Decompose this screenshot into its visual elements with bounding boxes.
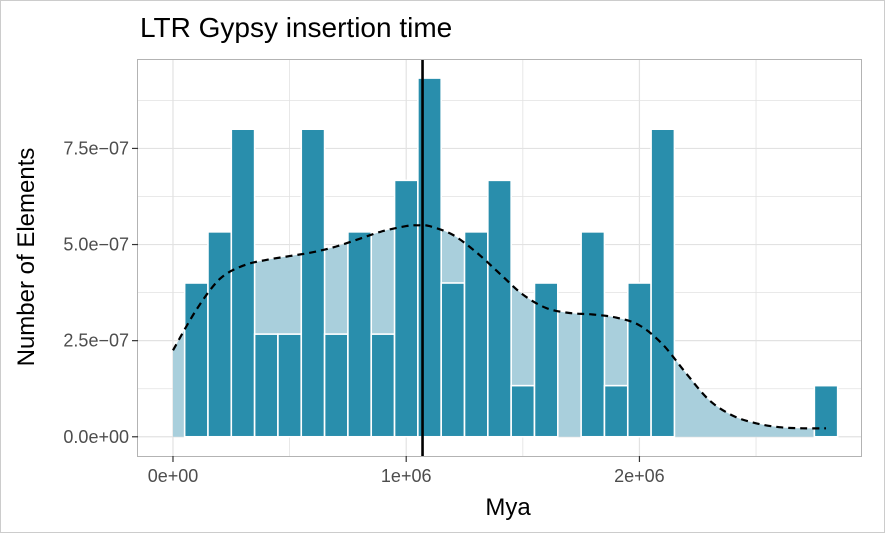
histogram-bar: [580, 231, 606, 438]
x-tick-label: 0e+00: [148, 466, 199, 486]
chart-title: LTR Gypsy insertion time: [140, 12, 452, 43]
histogram-bar: [347, 231, 373, 438]
y-axis-title: Number of Elements: [13, 148, 40, 367]
x-tick-label: 1e+06: [381, 466, 432, 486]
y-tick-label: 7.5e−07: [63, 138, 129, 158]
y-tick-label: 5.0e−07: [63, 235, 129, 255]
histogram-bar: [253, 333, 279, 438]
histogram-bars: [183, 77, 839, 438]
histogram-bar: [183, 282, 209, 438]
histogram-bar: [650, 128, 676, 438]
histogram-bar: [510, 384, 536, 438]
y-tick-label: 2.5e−07: [63, 331, 129, 351]
histogram-bar: [207, 231, 233, 438]
y-tick-label: 0.0e+00: [63, 427, 129, 447]
histogram-bar: [533, 282, 559, 438]
density-line: [172, 224, 827, 430]
x-tick-label: 2e+06: [614, 466, 665, 486]
histogram-bar: [813, 384, 839, 438]
histogram-bar: [370, 333, 396, 438]
panel-border: [137, 59, 862, 457]
histogram-bar: [626, 282, 652, 438]
histogram-bar: [487, 179, 512, 438]
histogram-bar: [277, 333, 303, 438]
x-axis-title: Mya: [485, 494, 531, 521]
histogram-bar: [440, 282, 466, 438]
histogram-bar: [393, 179, 419, 438]
histogram-bar: [463, 231, 489, 438]
y-axis-ticks: 0.0e+00 2.5e−07 5.0e−07 7.5e−07: [63, 138, 138, 447]
histogram-bar: [323, 333, 349, 438]
histogram-bar: [603, 384, 629, 438]
histogram-bar: [230, 128, 256, 438]
x-axis-ticks: 0e+00 1e+06 2e+06: [148, 456, 665, 486]
histogram-bar: [300, 128, 326, 438]
